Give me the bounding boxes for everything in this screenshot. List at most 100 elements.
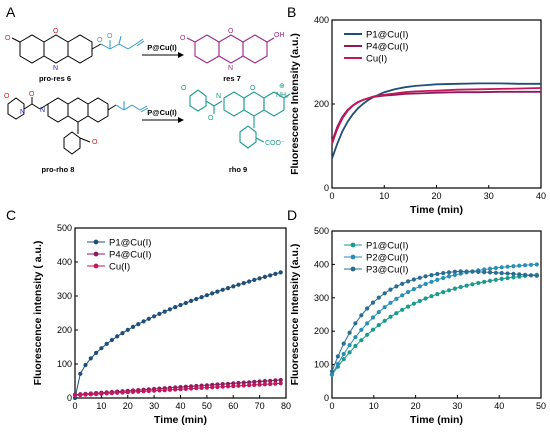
data-point — [72, 393, 78, 398]
data-point — [511, 271, 516, 276]
data-point — [476, 280, 481, 286]
x-axis-label: Time (min) — [410, 204, 463, 216]
legend-label: P1@Cu(I) — [366, 241, 408, 252]
data-point — [382, 318, 387, 323]
data-point — [523, 272, 528, 277]
data-point — [120, 390, 125, 395]
data-point — [257, 382, 262, 387]
data-point — [257, 379, 262, 384]
data-point — [130, 389, 136, 394]
data-point — [83, 362, 88, 368]
plot-frame-d — [331, 230, 542, 399]
legend-swatch-marker — [350, 242, 356, 248]
data-point — [446, 274, 452, 279]
data-point — [394, 284, 399, 289]
data-point — [109, 337, 114, 343]
data-point — [394, 311, 399, 316]
x-axis-label: Time (min) — [410, 414, 463, 426]
data-point — [429, 294, 434, 299]
legend-swatch-marker — [350, 266, 356, 272]
data-point — [236, 282, 241, 287]
y-tick-label: 0 — [324, 183, 329, 193]
data-point — [83, 392, 88, 397]
data-point — [204, 293, 209, 298]
data-point — [278, 377, 283, 383]
y-tick-label: 100 — [57, 359, 72, 369]
x-axis-label: Time (min) — [154, 414, 207, 426]
compound-label-res-7: res 7 — [223, 74, 241, 83]
data-point — [458, 269, 463, 274]
panel-label-a: A — [6, 4, 16, 20]
data-point — [273, 271, 278, 276]
data-point — [104, 391, 109, 396]
atom-o-7: O — [4, 93, 10, 100]
data-point — [406, 304, 411, 309]
series-line-1 — [74, 271, 281, 399]
y-tick-label: 0 — [324, 393, 329, 403]
rho-9-structure — [189, 89, 291, 149]
data-point — [278, 270, 283, 275]
arrow-head-1 — [178, 52, 184, 58]
data-point — [146, 388, 151, 394]
data-point — [347, 343, 352, 348]
x-tick-label: 80 — [281, 401, 291, 411]
data-point — [423, 296, 428, 301]
data-point — [194, 296, 199, 302]
atom-n-5: N — [216, 93, 221, 100]
plot-frame-c — [74, 227, 287, 399]
legend-label: P4@Cu(I) — [366, 42, 408, 53]
data-point — [353, 335, 358, 340]
data-point — [204, 385, 209, 390]
data-point — [78, 371, 83, 376]
data-point — [262, 379, 267, 384]
x-tick-label: 20 — [123, 401, 133, 411]
data-point — [341, 341, 346, 346]
data-point — [470, 282, 475, 287]
data-point — [482, 270, 487, 275]
atom-plus-charge: ⊕ — [279, 83, 285, 90]
data-point — [273, 378, 278, 383]
data-point — [534, 273, 539, 278]
data-point — [125, 327, 130, 332]
atom-o-2: O — [53, 28, 59, 35]
data-point — [435, 271, 440, 277]
data-point — [162, 309, 167, 314]
data-point — [247, 279, 252, 284]
data-point — [99, 391, 104, 396]
data-point — [452, 272, 457, 278]
y-axis-label: Fluorescence Intensity (a.u.) — [289, 33, 301, 175]
x-tick-label: 10 — [379, 191, 389, 201]
data-point — [517, 272, 522, 277]
pro-rho-8-structure — [7, 97, 149, 155]
x-tick-label: 20 — [431, 191, 441, 201]
data-point — [157, 388, 162, 393]
data-point — [464, 269, 469, 274]
data-point — [241, 281, 246, 286]
data-point — [178, 302, 183, 308]
data-point — [194, 386, 199, 391]
data-point — [388, 287, 393, 292]
data-point — [505, 264, 510, 269]
x-tick-label: 40 — [536, 191, 546, 201]
data-point — [210, 385, 215, 390]
data-point — [273, 381, 278, 386]
data-point — [262, 274, 267, 279]
data-point — [167, 387, 172, 392]
series-line-3 — [331, 270, 537, 372]
data-point — [388, 300, 393, 305]
data-point — [435, 292, 440, 297]
x-tick-label: 30 — [452, 401, 462, 411]
data-point — [406, 279, 411, 284]
data-point — [365, 332, 370, 337]
panel-label-b: B — [287, 4, 296, 20]
data-point — [347, 350, 352, 355]
atom-oh: OH — [274, 32, 285, 39]
data-point — [152, 388, 157, 393]
y-tick-label: 200 — [57, 325, 72, 335]
data-point — [183, 300, 188, 306]
atom-o-4: O — [107, 33, 113, 40]
data-point — [528, 262, 534, 267]
data-point — [411, 277, 416, 282]
data-point — [476, 269, 481, 274]
data-point — [157, 311, 162, 316]
